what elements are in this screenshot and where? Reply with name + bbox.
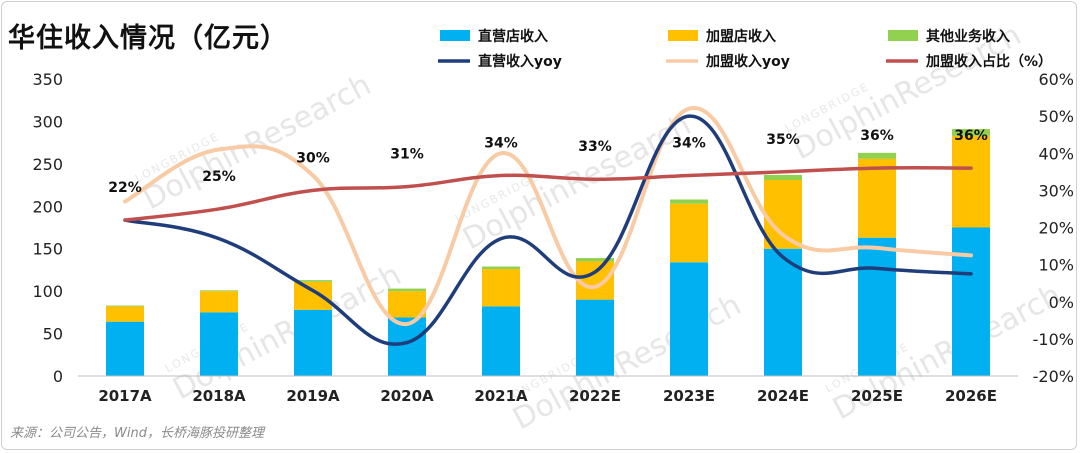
bar-segment — [952, 129, 990, 136]
bar-segment — [388, 288, 426, 292]
bar-segment — [576, 258, 614, 262]
bar-segment — [952, 135, 990, 228]
watermark-text: DolphinResearch — [137, 67, 377, 217]
labels-layer: 22% 25% 30% 31% 34% 33% 34% 35% 36% 36% — [108, 128, 988, 196]
x-tick-label: 2021A — [474, 387, 528, 405]
y-left-tick-label: 150 — [32, 240, 63, 259]
bar-segment — [200, 290, 238, 292]
x-tick-label: 2025E — [851, 387, 903, 405]
data-label: 33% — [578, 139, 612, 155]
bar-segment — [294, 280, 332, 282]
y-left-tick-label: 300 — [32, 112, 63, 131]
bar-segment — [200, 312, 238, 376]
x-tick-label: 2019A — [286, 387, 340, 405]
y-left-tick-label: 100 — [32, 282, 63, 301]
x-tick-label: 2018A — [192, 387, 246, 405]
y-right-tick-label: 40% — [1038, 144, 1074, 163]
bar-segment — [106, 306, 144, 322]
y-left-tick-label: 0 — [53, 367, 63, 386]
x-tick-label: 2022E — [569, 387, 621, 405]
legend-label: 加盟收入占比（%） — [925, 53, 1052, 70]
source-note: 来源：公司公告，Wind，长桥海豚投研整理 — [10, 426, 264, 441]
bar-segment — [764, 248, 802, 376]
lines-layer — [123, 106, 973, 346]
data-label: 36% — [954, 128, 988, 144]
bar-segment — [858, 152, 896, 159]
legend-swatch — [668, 30, 698, 41]
watermark-text: DolphinResearch — [507, 287, 747, 437]
line-direct-yoy — [123, 114, 973, 346]
y-right-tick-label: 20% — [1038, 219, 1074, 238]
data-label: 35% — [766, 132, 800, 148]
data-label: 22% — [108, 180, 142, 196]
bar-segment — [858, 237, 896, 376]
bar-segment — [388, 291, 426, 318]
data-label: 34% — [672, 136, 706, 152]
line-franchise-share — [123, 166, 973, 222]
legend-swatch — [440, 30, 470, 41]
legend-label: 直营收入yoy — [478, 53, 562, 70]
data-label: 25% — [202, 169, 236, 185]
legend-label: 直营店收入 — [478, 28, 548, 45]
legend-label: 加盟店收入 — [705, 28, 776, 45]
data-label: 36% — [860, 128, 894, 144]
bar-segment — [200, 291, 238, 313]
x-tick-label: 2023E — [663, 387, 715, 405]
y-right-tick-label: -20% — [1033, 367, 1074, 386]
bar-segment — [670, 199, 708, 204]
bar-segment — [952, 227, 990, 376]
legend-label: 加盟收入yoy — [705, 53, 790, 70]
bar-segment — [294, 309, 332, 376]
y-right-tick-label: 50% — [1038, 107, 1074, 126]
bar-segment — [764, 174, 802, 180]
y-right-tick-label: -10% — [1033, 330, 1074, 349]
x-tick-label: 2020A — [380, 387, 434, 405]
chart-title: 华住收入情况（亿元） — [8, 23, 288, 54]
bar-segment — [670, 203, 708, 263]
y-right-tick-label: 10% — [1038, 256, 1074, 275]
watermark-text: DolphinResearch — [457, 107, 697, 257]
bars-layer — [106, 129, 990, 376]
data-label: 31% — [390, 147, 424, 163]
x-tick-label: 2026E — [945, 387, 997, 405]
y-right-tick-label: 60% — [1038, 70, 1074, 89]
bar-segment — [576, 299, 614, 376]
legend-label: 其他业务收入 — [926, 28, 1010, 45]
line-franchise-yoy — [123, 106, 973, 327]
bar-segment — [482, 269, 520, 307]
x-tick-label: 2017A — [98, 387, 152, 405]
bar-segment — [576, 261, 614, 300]
bar-segment — [388, 317, 426, 376]
data-label: 30% — [296, 150, 330, 166]
bar-segment — [858, 158, 896, 238]
axes-layer: 0 50 100 150 200 250 300 350 -20% -10% 0% 10% 20% 30%… — [32, 70, 1074, 405]
bar-segment — [482, 306, 520, 376]
bar-segment — [294, 281, 332, 310]
bar-segment — [106, 321, 144, 376]
bar-segment — [106, 305, 144, 307]
y-left-tick-label: 50 — [43, 325, 63, 344]
legend-swatch — [888, 30, 918, 41]
bar-segment — [764, 179, 802, 249]
bar-segment — [670, 262, 708, 376]
data-label: 34% — [484, 136, 518, 152]
y-left-tick-label: 200 — [32, 197, 63, 216]
y-left-tick-label: 350 — [32, 70, 63, 89]
y-right-tick-label: 30% — [1038, 181, 1074, 200]
y-left-tick-label: 250 — [32, 155, 63, 174]
bar-segment — [482, 266, 520, 270]
y-right-tick-label: 0% — [1049, 293, 1074, 312]
x-tick-label: 2024E — [757, 387, 809, 405]
